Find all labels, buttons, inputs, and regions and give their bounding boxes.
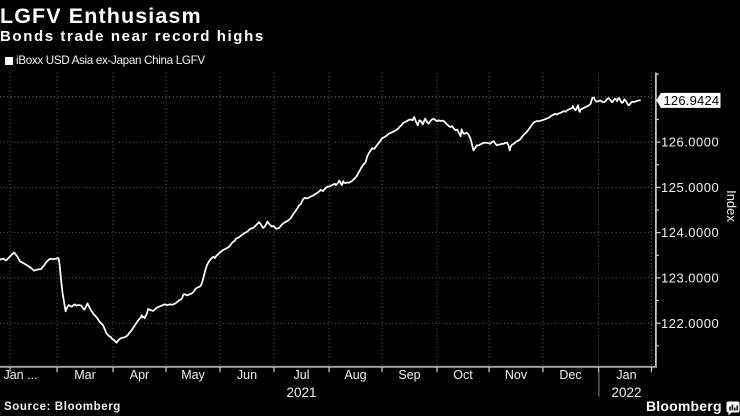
svg-text:126.0000: 126.0000 — [661, 135, 719, 150]
svg-text:May: May — [181, 368, 205, 382]
svg-text:Sep: Sep — [398, 368, 420, 382]
svg-text:126.9424: 126.9424 — [664, 93, 720, 108]
svg-text:Nov: Nov — [505, 368, 528, 382]
svg-text:Mar: Mar — [74, 368, 96, 382]
svg-text:Aug: Aug — [344, 368, 366, 382]
svg-text:Jul: Jul — [294, 368, 310, 382]
svg-text:2021: 2021 — [286, 385, 316, 400]
svg-text:122.0000: 122.0000 — [661, 316, 719, 331]
svg-text:124.0000: 124.0000 — [661, 225, 719, 240]
svg-text:Apr: Apr — [130, 368, 149, 382]
svg-text:Jun: Jun — [237, 368, 257, 382]
svg-text:Jan: Jan — [616, 368, 636, 382]
svg-text:125.0000: 125.0000 — [661, 180, 719, 195]
svg-text:Oct: Oct — [453, 368, 473, 382]
svg-text:Index: Index — [724, 190, 739, 222]
svg-text:Dec: Dec — [559, 368, 581, 382]
svg-text:Jan ...: Jan ... — [3, 368, 37, 382]
svg-text:2022: 2022 — [611, 385, 641, 400]
svg-text:123.0000: 123.0000 — [661, 271, 719, 286]
